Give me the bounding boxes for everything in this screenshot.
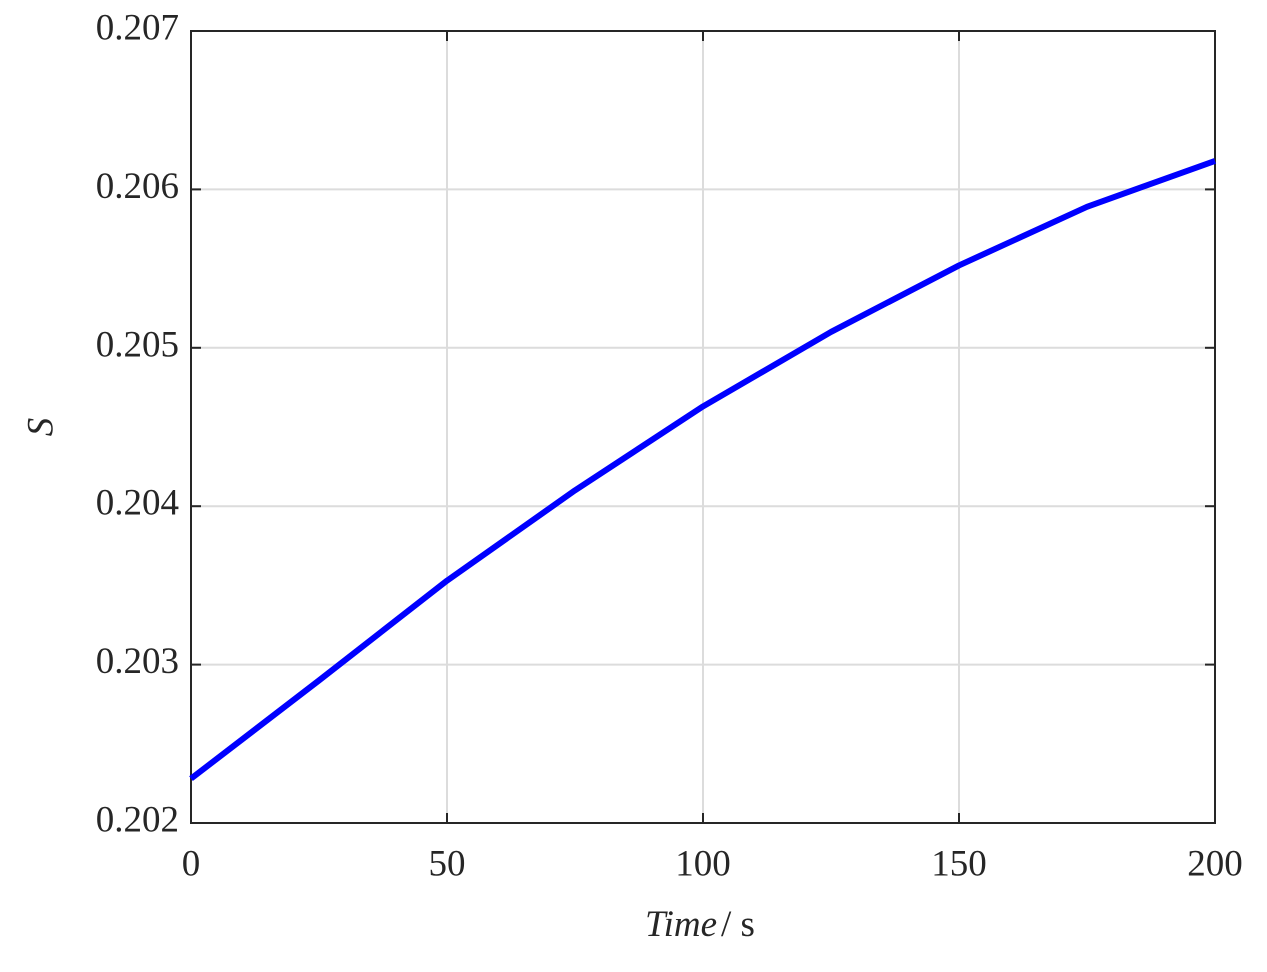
plot-frame <box>190 30 1216 824</box>
y-tick-label: 0.202 <box>96 799 179 840</box>
x-label-var: Time <box>645 904 717 945</box>
x-tick-label: 100 <box>675 843 731 884</box>
x-tick-label: 150 <box>931 843 987 884</box>
y-tick-label: 0.207 <box>96 7 179 48</box>
x-tick-label: 0 <box>182 843 201 884</box>
data-line <box>189 158 1217 782</box>
x-tick-label: 200 <box>1187 843 1243 884</box>
y-axis-label: S <box>20 418 61 437</box>
y-tick-label: 0.203 <box>96 641 179 682</box>
y-tick-label: 0.206 <box>96 166 179 207</box>
x-label-unit: / s <box>721 904 755 945</box>
x-axis-label: Time / s <box>645 904 755 945</box>
y-tick-label: 0.204 <box>96 483 179 524</box>
y-tick-label: 0.205 <box>96 324 179 365</box>
x-tick-label: 50 <box>429 843 466 884</box>
